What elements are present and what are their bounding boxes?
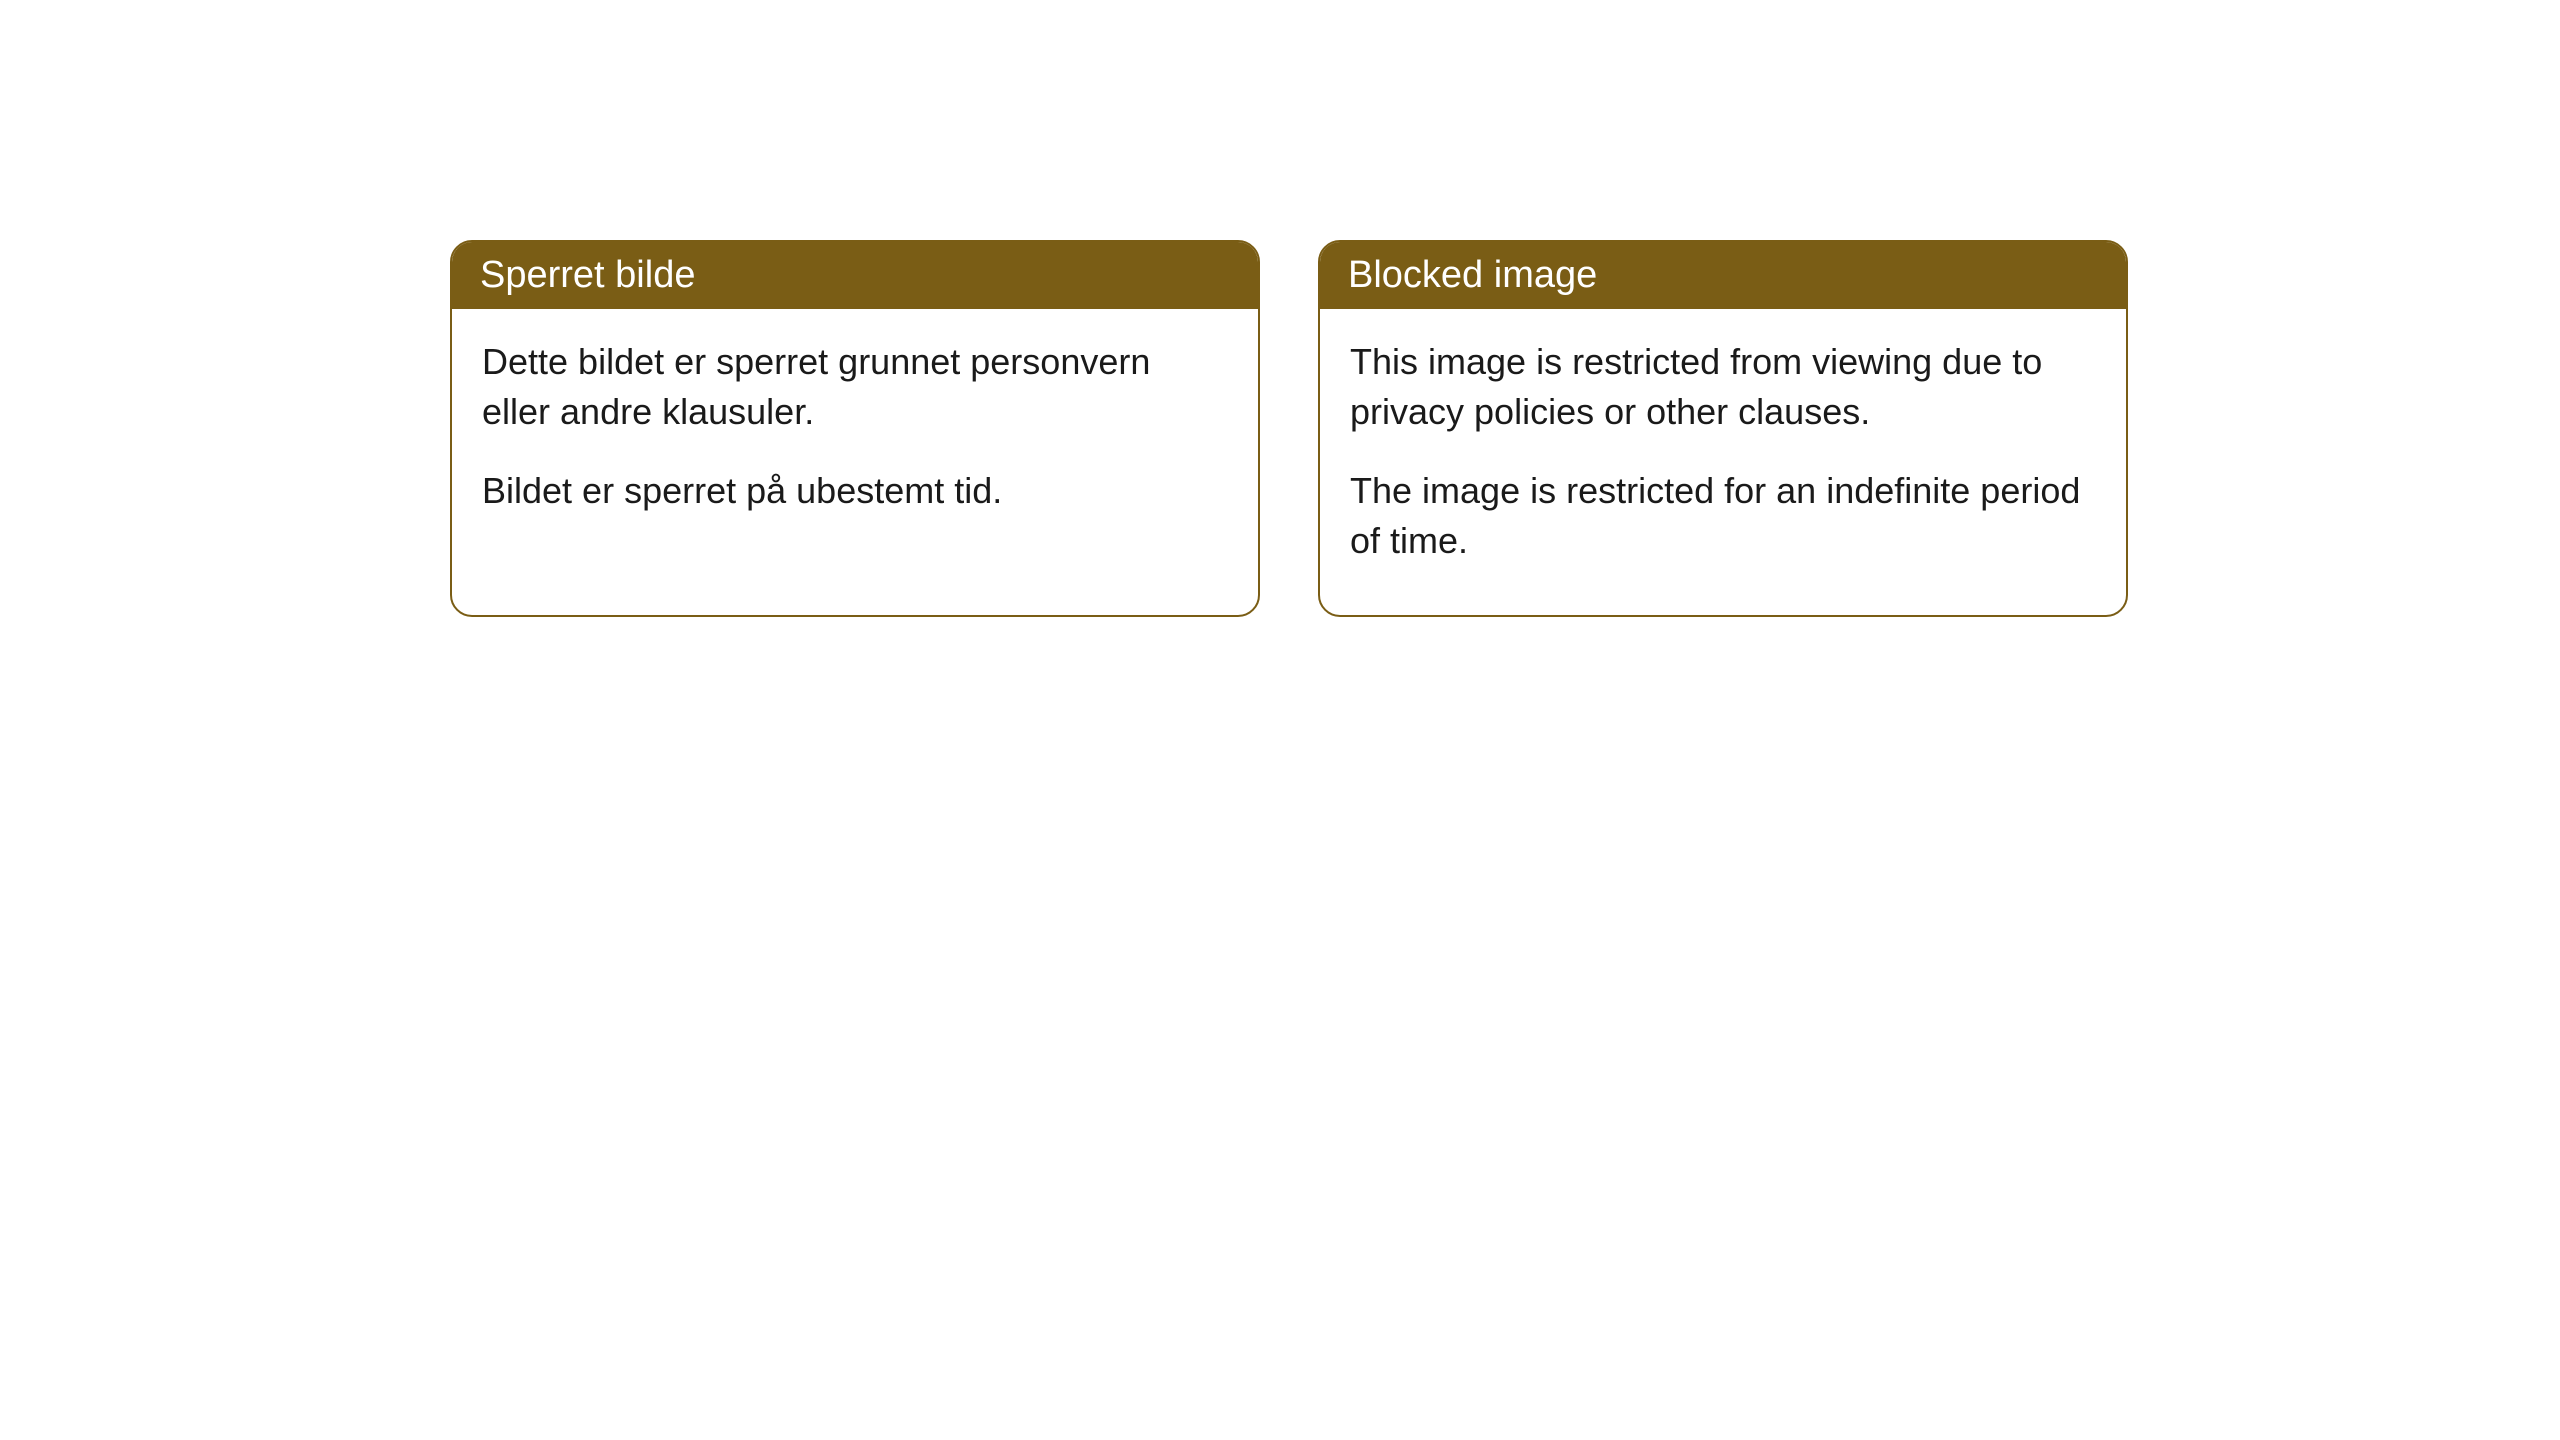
card-title: Blocked image (1348, 254, 1597, 296)
card-body: This image is restricted from viewing du… (1320, 309, 2126, 615)
card-body: Dette bildet er sperret grunnet personve… (452, 309, 1258, 564)
notice-card-english: Blocked image This image is restricted f… (1318, 240, 2128, 617)
card-paragraph: Dette bildet er sperret grunnet personve… (482, 337, 1228, 438)
card-paragraph: The image is restricted for an indefinit… (1350, 466, 2096, 567)
card-header: Sperret bilde (452, 242, 1258, 309)
notice-container: Sperret bilde Dette bildet er sperret gr… (450, 240, 2128, 617)
card-paragraph: Bildet er sperret på ubestemt tid. (482, 466, 1228, 516)
card-header: Blocked image (1320, 242, 2126, 309)
card-title: Sperret bilde (480, 254, 695, 296)
card-paragraph: This image is restricted from viewing du… (1350, 337, 2096, 438)
notice-card-norwegian: Sperret bilde Dette bildet er sperret gr… (450, 240, 1260, 617)
